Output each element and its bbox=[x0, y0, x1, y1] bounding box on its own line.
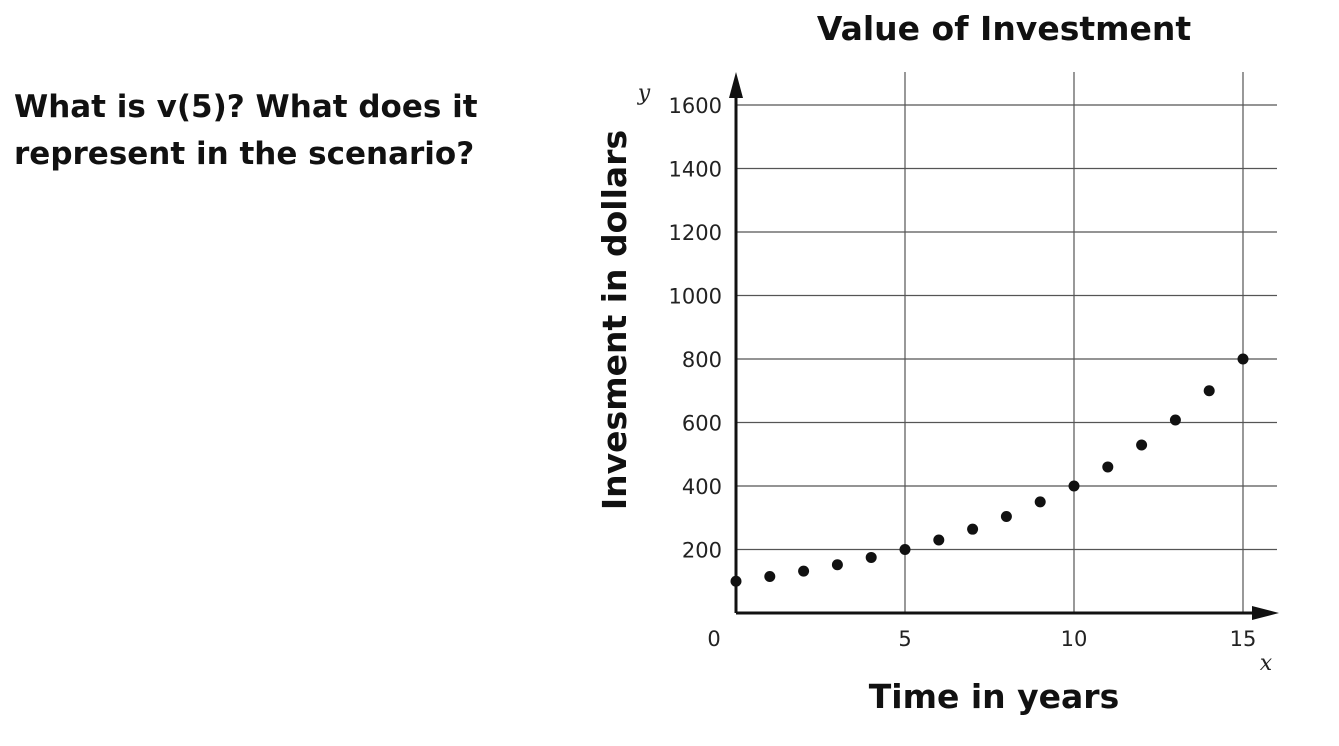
x-origin-label: 0 bbox=[707, 627, 720, 651]
x-tick-label: 15 bbox=[1230, 627, 1257, 651]
data-point bbox=[899, 544, 911, 555]
x-tick-label: 10 bbox=[1061, 627, 1088, 651]
data-point bbox=[1102, 461, 1114, 473]
data-point bbox=[1136, 439, 1148, 451]
x-axis-title: Time in years bbox=[869, 677, 1119, 716]
data-point bbox=[933, 534, 945, 546]
question-line-1: What is v(5)? What does it bbox=[14, 89, 478, 125]
chart-points bbox=[730, 353, 1249, 587]
data-point bbox=[1000, 510, 1012, 522]
data-point bbox=[1169, 414, 1181, 426]
y-tick-label: 800 bbox=[682, 348, 722, 372]
data-point bbox=[1203, 385, 1215, 397]
y-tick-label: 400 bbox=[682, 475, 722, 499]
chart-grid bbox=[736, 72, 1277, 613]
chart-tick-labels: 200 400 600 800 1000 1200 1400 1600 5 10 15 0 bbox=[669, 94, 1257, 651]
x-axis-arrow bbox=[1252, 606, 1279, 620]
data-point bbox=[1237, 353, 1249, 365]
chart-axes bbox=[729, 72, 1279, 620]
data-point bbox=[1068, 480, 1080, 492]
data-point bbox=[831, 559, 843, 571]
chart-title: Value of Investment bbox=[817, 9, 1192, 48]
y-tick-label: 1200 bbox=[669, 221, 722, 245]
y-tick-label: 600 bbox=[682, 412, 722, 436]
data-point bbox=[730, 575, 742, 587]
x-tick-label: 5 bbox=[898, 627, 911, 651]
y-tick-label: 200 bbox=[682, 539, 722, 563]
y-tick-label: 1600 bbox=[669, 94, 722, 118]
y-variable-label: y bbox=[637, 81, 651, 106]
question-text: What is v(5)? What does it represent in … bbox=[14, 84, 554, 178]
y-axis-title: Invesment in dollars bbox=[595, 130, 634, 510]
data-point bbox=[1034, 496, 1046, 508]
y-tick-label: 1000 bbox=[669, 285, 722, 309]
y-tick-label: 1400 bbox=[669, 158, 722, 182]
data-point bbox=[865, 551, 877, 563]
data-point bbox=[764, 570, 776, 582]
data-point bbox=[967, 523, 979, 535]
y-axis-arrow bbox=[729, 72, 743, 98]
x-variable-label: x bbox=[1260, 651, 1273, 676]
question-line-2: represent in the scenario? bbox=[14, 136, 475, 172]
data-point bbox=[798, 565, 810, 577]
